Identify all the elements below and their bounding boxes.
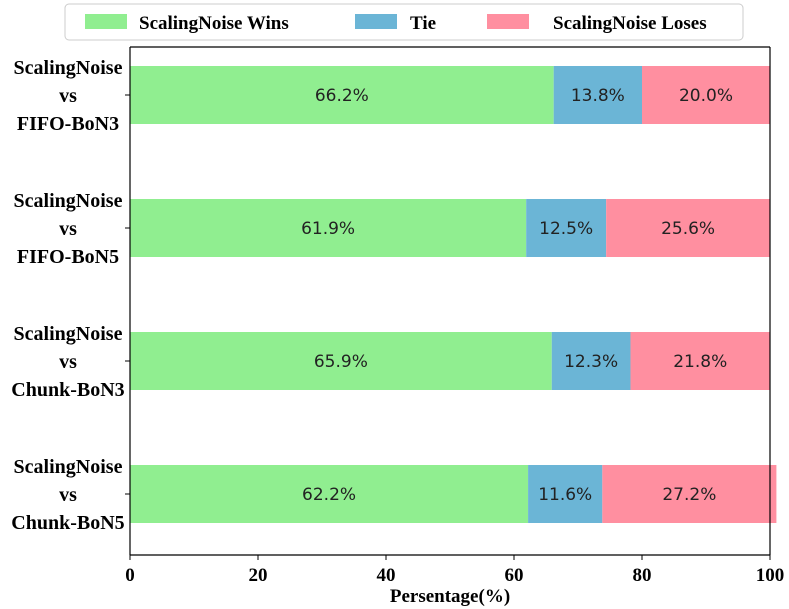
bar-segment-4-3 [602,465,777,523]
x-tick-label-60: 60 [505,565,524,586]
y-tick-label-1-line-2: vs [59,85,77,107]
bar-segment-4-2 [528,465,603,523]
bar-segment-3-2 [551,332,631,390]
legend-swatch-3 [487,14,529,29]
y-tick-label-4-line-1: ScalingNoise [14,456,123,478]
bar-label-1-2: 13.8% [571,86,625,106]
bar-label-2-1: 61.9% [301,219,355,239]
x-tick-label-20: 20 [249,565,268,586]
bar-segment-3-3 [630,332,770,390]
y-tick-label-4-line-2: vs [59,484,77,506]
bar-segment-4-1 [130,465,529,523]
bar-label-4-2: 11.6% [538,485,592,505]
y-tick-label-2-line-2: vs [59,218,77,240]
y-tick-label-2-line-1: ScalingNoise [14,190,123,212]
bar-segment-2-2 [526,199,607,257]
bar-label-4-1: 62.2% [302,485,356,505]
legend-swatch-2 [355,14,397,29]
bar-label-3-2: 12.3% [564,352,618,372]
y-tick-label-1-line-3: FIFO-BoN3 [17,113,119,135]
bar-label-3-3: 21.8% [673,352,727,372]
y-tick-label-3-line-3: Chunk-BoN3 [11,379,124,401]
bar-segment-1-1 [130,66,554,124]
bar-label-3-1: 65.9% [314,352,368,372]
legend-box [64,3,744,41]
bar-label-4-3: 27.2% [662,485,716,505]
y-tick-label-2-line-3: FIFO-BoN5 [17,246,119,268]
x-tick-label-0: 0 [125,565,135,586]
legend-swatch-1 [85,14,127,29]
bar-label-2-2: 12.5% [539,219,593,239]
bar-segment-1-2 [553,66,642,124]
y-tick-label-3-line-1: ScalingNoise [14,323,123,345]
bar-label-1-1: 66.2% [315,86,369,106]
x-tick-label-40: 40 [377,565,396,586]
bar-label-1-3: 20.0% [679,86,733,106]
x-axis-label: Persentage(%) [390,586,510,607]
legend-label-1: ScalingNoise Wins [139,13,289,34]
bar-segment-2-3 [606,199,770,257]
y-tick-label-3-line-2: vs [59,351,77,373]
legend-label-3: ScalingNoise Loses [553,13,707,34]
bar-segment-2-1 [130,199,527,257]
legend-label-2: Tie [410,13,436,34]
bar-segment-1-3 [642,66,770,124]
x-tick-label-80: 80 [633,565,652,586]
bar-label-2-3: 25.6% [661,219,715,239]
y-tick-label-4-line-3: Chunk-BoN5 [11,512,124,534]
y-tick-label-1-line-1: ScalingNoise [14,57,123,79]
x-tick-label-100: 100 [756,565,785,586]
bar-segment-3-1 [130,332,552,390]
